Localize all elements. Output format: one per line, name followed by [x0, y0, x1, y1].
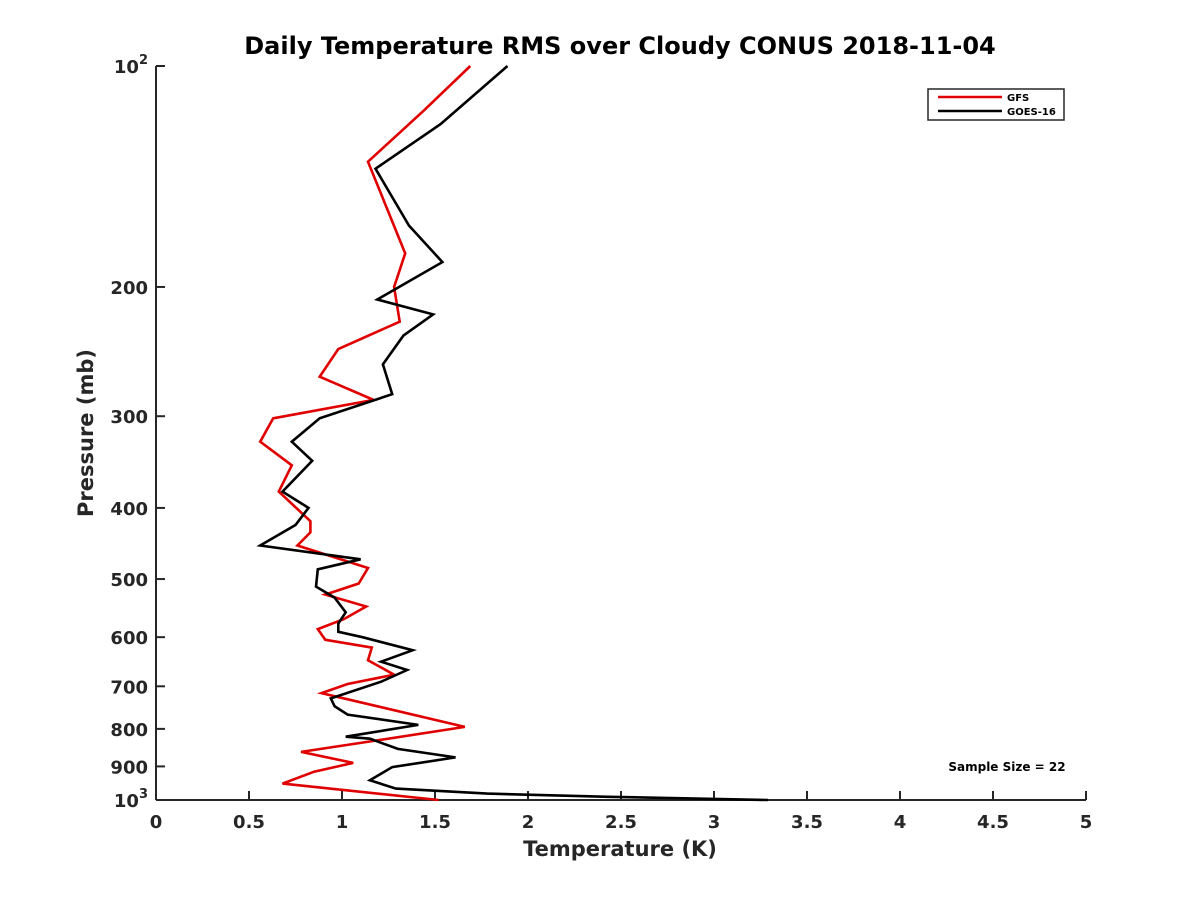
x-tick-label: 3 [708, 812, 721, 833]
y-tick-label-exponent: 2 [139, 53, 148, 68]
legend: GFS GOES-16 [927, 88, 1065, 121]
y-tick-label: 102 [114, 53, 148, 78]
y-tick-label-base: 10 [114, 791, 139, 812]
x-tick-label: 0 [150, 812, 163, 833]
sample-size-annotation: Sample Size = 22 [948, 760, 1065, 774]
y-tick-label: 600 [110, 628, 148, 649]
x-tick-label: 0.5 [233, 812, 265, 833]
series-line-goes16 [256, 65, 768, 802]
x-tick-label: 1.5 [419, 812, 451, 833]
legend-box [927, 88, 1065, 121]
y-tick-label-base: 10 [114, 57, 139, 78]
series-line-gfs [258, 65, 472, 802]
y-axis-label: Pressure (mb) [74, 349, 98, 517]
x-tick-label: 4.5 [977, 812, 1009, 833]
x-tick-label: 3.5 [791, 812, 823, 833]
y-tick-label: 900 [110, 757, 148, 778]
x-tick-label: 5 [1080, 812, 1093, 833]
x-axis-ticks: 0 0.5 1 1.5 2 2.5 3 3.5 4 4.5 5 [150, 791, 1093, 833]
x-tick-label: 4 [894, 812, 907, 833]
series-layer [256, 65, 768, 802]
y-tick-label: 500 [110, 570, 148, 591]
legend-label-goes16: GOES-16 [1007, 107, 1056, 118]
y-tick-label: 800 [110, 720, 148, 741]
chart-title: Daily Temperature RMS over Cloudy CONUS … [244, 32, 996, 60]
x-tick-label: 2.5 [605, 812, 637, 833]
y-tick-label: 200 [110, 278, 148, 299]
legend-label-gfs: GFS [1007, 93, 1029, 104]
y-tick-label-exponent: 3 [139, 787, 148, 802]
y-tick-label: 400 [110, 499, 148, 520]
x-tick-label: 1 [336, 812, 349, 833]
x-axis-label: Temperature (K) [523, 837, 717, 861]
y-tick-label: 300 [110, 407, 148, 428]
y-tick-label: 103 [114, 787, 148, 812]
x-tick-label: 2 [522, 812, 535, 833]
y-tick-label: 700 [110, 677, 148, 698]
